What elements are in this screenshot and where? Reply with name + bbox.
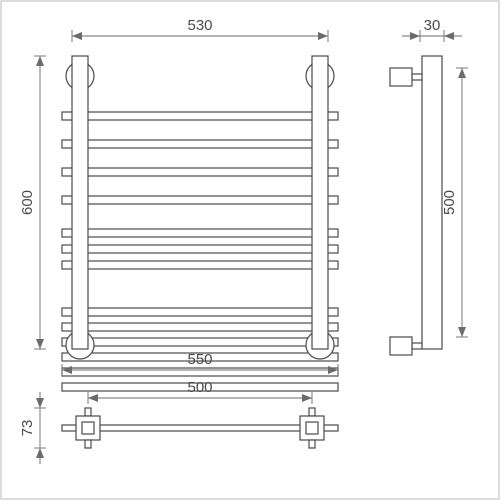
dim-530: 530 <box>72 17 328 42</box>
side-view <box>390 56 442 355</box>
dim-30: 30 <box>402 17 462 42</box>
svg-text:73: 73 <box>19 420 36 437</box>
svg-text:550: 550 <box>187 351 212 368</box>
svg-text:530: 530 <box>187 17 212 34</box>
dim-500: 500 <box>441 68 468 337</box>
top-view <box>62 408 338 448</box>
svg-text:500: 500 <box>187 379 212 396</box>
svg-text:600: 600 <box>19 190 36 215</box>
dim-73: 73 <box>19 392 46 464</box>
front-view <box>62 56 338 391</box>
dim-600: 600 <box>19 56 46 349</box>
svg-text:30: 30 <box>424 17 441 34</box>
svg-text:500: 500 <box>441 190 458 215</box>
